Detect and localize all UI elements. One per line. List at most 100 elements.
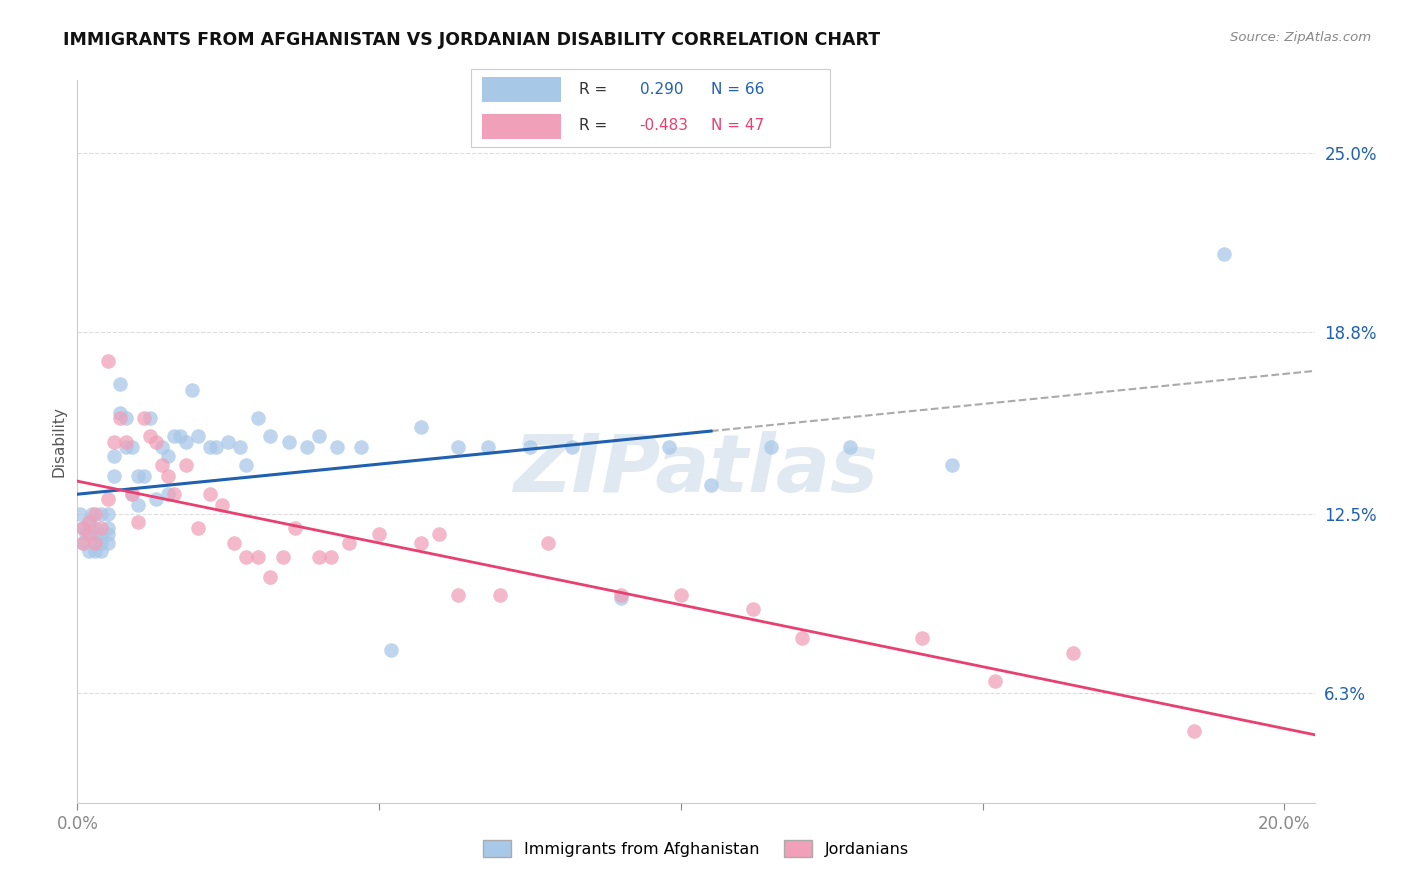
Point (72, 535, 94, 549)
Point (145, 434, 167, 449)
Point (90, 507, 112, 521)
Point (139, 411, 162, 425)
Point (235, 458, 257, 472)
Point (446, 588, 468, 602)
Point (247, 411, 270, 425)
Point (84, 535, 107, 549)
Point (181, 383, 204, 397)
Point (326, 440, 349, 454)
Point (187, 429, 209, 443)
Point (121, 440, 143, 454)
Point (380, 642, 402, 657)
Point (1062, 646, 1084, 660)
Point (69, 507, 91, 521)
Point (742, 602, 765, 616)
Point (411, 535, 433, 549)
Point (609, 588, 631, 602)
Point (90, 535, 112, 549)
Point (127, 498, 149, 512)
Point (1213, 246, 1236, 260)
Point (90, 521, 112, 535)
Point (163, 429, 186, 443)
Point (103, 449, 125, 463)
FancyBboxPatch shape (471, 69, 830, 147)
Text: 0.290: 0.290 (640, 82, 683, 97)
Point (941, 458, 963, 472)
Point (790, 631, 813, 645)
Point (224, 535, 246, 549)
Point (259, 429, 281, 443)
Legend: Immigrants from Afghanistan, Jordanians: Immigrants from Afghanistan, Jordanians (477, 834, 915, 863)
Point (121, 486, 143, 500)
Point (488, 588, 510, 602)
Point (132, 469, 155, 483)
Point (72, 521, 94, 535)
Text: ZIPatlas: ZIPatlas (513, 432, 879, 509)
Y-axis label: Disability: Disability (51, 406, 66, 477)
Point (259, 570, 281, 584)
Point (446, 440, 468, 454)
Point (217, 434, 239, 449)
FancyBboxPatch shape (482, 78, 561, 103)
Point (1182, 723, 1205, 738)
Point (72, 521, 94, 535)
Point (108, 406, 131, 420)
Text: R =: R = (579, 82, 607, 97)
Text: N = 47: N = 47 (711, 119, 765, 134)
Point (84, 535, 107, 549)
Point (368, 527, 391, 541)
Point (84, 507, 107, 521)
Point (205, 440, 228, 454)
Point (90, 544, 112, 558)
Point (308, 550, 330, 565)
Point (79, 527, 101, 541)
Text: N = 66: N = 66 (711, 82, 765, 97)
Point (82, 507, 104, 521)
Point (983, 674, 1005, 689)
Point (308, 429, 330, 443)
Point (139, 429, 162, 443)
Text: -0.483: -0.483 (640, 119, 689, 134)
Point (187, 521, 209, 535)
Point (84, 544, 107, 558)
Text: Source: ZipAtlas.com: Source: ZipAtlas.com (1230, 31, 1371, 45)
Text: IMMIGRANTS FROM AFGHANISTAN VS JORDANIAN DISABILITY CORRELATION CHART: IMMIGRANTS FROM AFGHANISTAN VS JORDANIAN… (63, 31, 880, 49)
Point (350, 440, 373, 454)
Point (761, 440, 783, 454)
Point (271, 550, 294, 565)
FancyBboxPatch shape (482, 114, 561, 139)
Point (163, 486, 186, 500)
Point (247, 550, 270, 565)
Point (174, 434, 197, 449)
Point (114, 411, 136, 425)
Point (658, 440, 681, 454)
Point (96, 507, 118, 521)
Point (79, 516, 101, 530)
Point (127, 469, 149, 483)
Point (79, 527, 101, 541)
Point (156, 449, 179, 463)
Point (96, 535, 118, 549)
Point (319, 550, 342, 565)
Point (75, 527, 97, 541)
Point (121, 486, 143, 500)
Point (198, 440, 221, 454)
Point (561, 440, 583, 454)
Point (477, 440, 499, 454)
Point (145, 492, 167, 507)
Point (174, 458, 197, 472)
Point (150, 440, 173, 454)
Point (103, 434, 125, 449)
Point (108, 376, 131, 391)
Point (84, 521, 107, 535)
Point (103, 469, 125, 483)
Point (537, 535, 560, 549)
Point (284, 521, 307, 535)
Point (127, 516, 149, 530)
Point (911, 631, 934, 645)
Point (229, 440, 252, 454)
Point (90, 527, 112, 541)
Point (337, 535, 360, 549)
Point (156, 486, 179, 500)
Point (114, 434, 136, 449)
